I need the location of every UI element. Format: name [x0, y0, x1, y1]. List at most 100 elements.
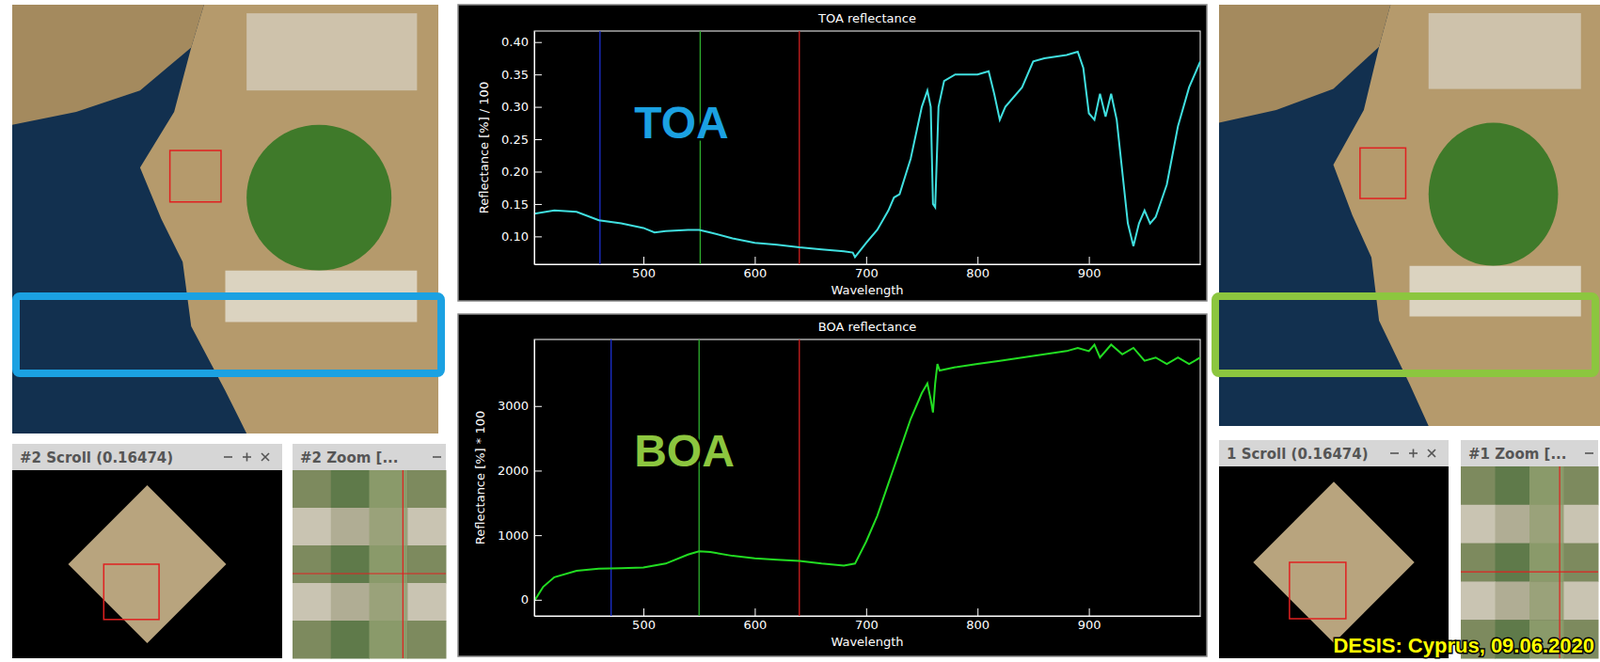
zoom-pixel: [1529, 466, 1565, 506]
zoom-pixel: [369, 583, 409, 622]
annotation-label: TOA: [633, 97, 729, 148]
y-tick: 3000: [497, 398, 542, 413]
zoom-pixel: [1460, 505, 1496, 544]
band-line: [599, 31, 601, 265]
x-tick-label: 900: [1077, 266, 1102, 281]
y-axis-title: Reflectance [%] * 100: [473, 411, 488, 545]
image-sea: [12, 4, 439, 434]
zoom-pixel: [292, 583, 332, 622]
zoom-pixel: [369, 620, 409, 660]
x-axis-line: [535, 264, 1202, 266]
zoom-crosshair: [292, 572, 446, 574]
zoom-pixel: [1529, 505, 1565, 544]
y-tick-label: 1000: [497, 528, 529, 543]
plot-frame: [534, 339, 1201, 617]
zoom-pixel: [1495, 505, 1531, 544]
window-title: #2 Scroll (0.16474): [19, 449, 174, 467]
x-tick-label: 700: [855, 617, 879, 633]
x-tick: 900: [1077, 608, 1102, 633]
x-tick-mark: [866, 256, 868, 265]
band-line: [698, 339, 700, 617]
y-tick-mark: [534, 600, 542, 602]
chart-panel: 5006007008009000.100.150.200.250.300.350…: [458, 4, 1207, 301]
zoom-pixel: [331, 620, 370, 660]
window-buttons: [223, 453, 270, 462]
y-tick: 0.30: [501, 99, 542, 114]
window-body: [12, 470, 283, 659]
page: #2 Scroll (0.16474) #2 Zoom [... 1 Scroll …: [0, 0, 1600, 662]
close-icon: [1427, 449, 1436, 458]
minimize-icon: [223, 456, 233, 459]
window-titlebar: [1219, 440, 1449, 467]
scroll-box: [103, 564, 159, 620]
x-tick: 800: [966, 608, 990, 633]
x-tick: 600: [744, 608, 768, 633]
zoom-pixel: [1529, 543, 1565, 583]
zoom-crosshair: [402, 470, 404, 659]
y-tick-mark: [534, 107, 542, 109]
image-lagoon: [1428, 122, 1559, 266]
x-tick-label: 900: [1077, 617, 1102, 633]
tool-window: #1 Zoom [...: [1460, 440, 1600, 660]
zoom-pixel: [292, 545, 332, 585]
plot-frame: [534, 31, 1201, 265]
zoom-pixel: [407, 507, 446, 547]
image-land: [1219, 4, 1391, 123]
window-body: [292, 470, 446, 659]
x-axis-title: Wavelength: [830, 283, 903, 298]
satellite-image: [1215, 4, 1600, 427]
x-tick-mark: [754, 256, 756, 265]
tool-window: #2 Zoom [...: [292, 443, 447, 660]
window-titlebar: [292, 443, 446, 471]
y-tick-mark: [534, 204, 542, 206]
zoom-crosshair: [1460, 571, 1599, 573]
chart-title: BOA reflectance: [818, 319, 918, 334]
y-tick-label: 0.25: [501, 132, 529, 147]
x-tick-label: 500: [632, 617, 656, 633]
y-tick-mark: [534, 236, 542, 238]
tool-window: 1 Scroll (0.16474): [1219, 440, 1449, 659]
zoom-pixel: [369, 507, 409, 547]
zoom-pixel: [407, 545, 446, 585]
y-tick: 0.20: [501, 164, 542, 179]
minimize-icon: [432, 456, 442, 459]
image-sea: [1219, 4, 1600, 427]
scroll-thumbnail: [68, 485, 227, 644]
y-tick-mark: [534, 74, 542, 76]
window-titlebar: [1460, 440, 1599, 467]
image-roi: [1360, 147, 1407, 199]
zoom-pixel: [369, 545, 409, 585]
x-axis-title: Wavelength: [830, 634, 903, 650]
close-icon: [1427, 449, 1436, 458]
x-tick: 800: [966, 256, 990, 281]
zoom-pixel: [1495, 466, 1531, 506]
band-line: [798, 339, 800, 617]
x-tick-mark: [977, 608, 979, 617]
y-tick-label: 0.40: [501, 34, 529, 49]
x-axis: 500 600 700 800 900: [535, 608, 1202, 633]
y-tick-mark: [534, 470, 542, 472]
zoom-pixel: [369, 470, 409, 509]
y-tick: 0.25: [501, 132, 542, 147]
zoom-pixel: [407, 583, 446, 622]
window-title: #1 Zoom [...: [1468, 445, 1568, 463]
chart-background: [458, 4, 1207, 301]
x-tick-mark: [977, 256, 979, 265]
y-tick-label: 3000: [497, 398, 529, 413]
image-land: [12, 4, 205, 126]
zoom-pixel: [1460, 543, 1496, 583]
annotation-label: BOA: [633, 426, 735, 476]
window-body: [1460, 466, 1599, 659]
satellite-image: [12, 4, 442, 434]
x-tick: 500: [632, 608, 656, 633]
x-tick-label: 800: [966, 266, 990, 281]
close-icon: [261, 453, 270, 461]
x-tick-mark: [1089, 608, 1091, 617]
y-tick: 0.35: [501, 67, 542, 82]
y-axis: 0100020003000: [497, 340, 542, 618]
window-buttons: [1390, 449, 1436, 459]
y-tick-label: 0.15: [501, 197, 529, 212]
image-highlight: [1215, 296, 1596, 374]
zoom-pixel: [331, 507, 370, 547]
y-tick-label: 0.10: [501, 229, 529, 244]
